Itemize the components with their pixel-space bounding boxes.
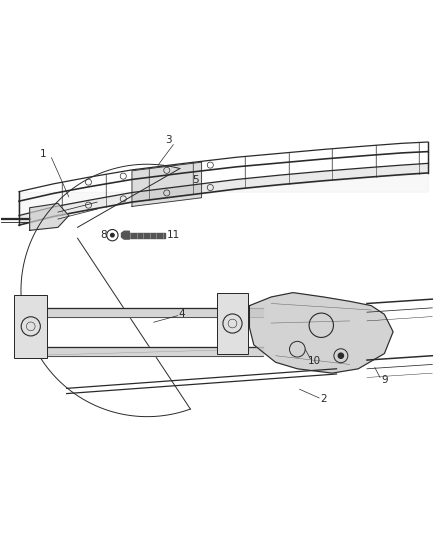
FancyBboxPatch shape (217, 294, 248, 353)
Text: 9: 9 (381, 375, 388, 385)
Polygon shape (30, 204, 69, 230)
Text: 5: 5 (192, 175, 198, 185)
Text: 8: 8 (100, 230, 107, 240)
Text: 2: 2 (320, 394, 327, 404)
Polygon shape (121, 231, 129, 239)
Circle shape (338, 353, 343, 358)
Text: 11: 11 (167, 230, 180, 240)
Text: 10: 10 (308, 356, 321, 366)
Polygon shape (132, 162, 201, 206)
Polygon shape (250, 293, 393, 373)
Circle shape (111, 233, 114, 237)
Text: 1: 1 (39, 149, 46, 159)
Text: 3: 3 (166, 135, 172, 146)
Text: 4: 4 (179, 309, 185, 319)
FancyBboxPatch shape (14, 295, 47, 358)
